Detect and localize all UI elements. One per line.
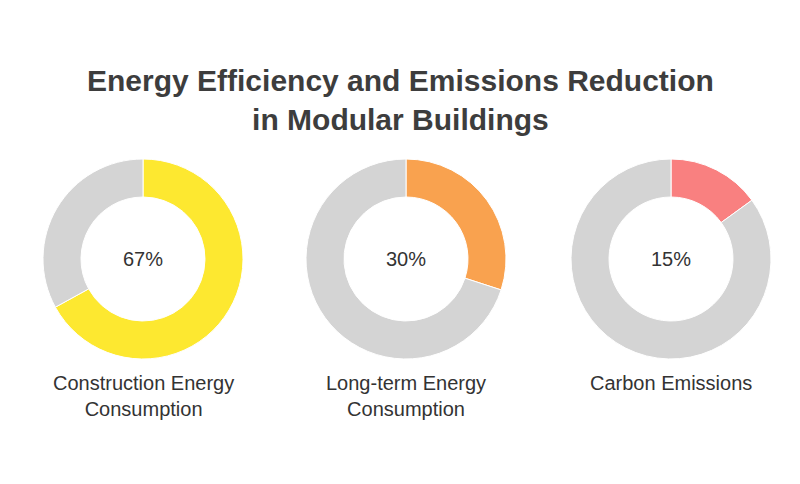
svg-text:67%: 67% [123,248,163,270]
svg-text:15%: 15% [651,248,691,270]
svg-text:30%: 30% [386,248,426,270]
svg-text:Carbon Emissions: Carbon Emissions [590,372,752,394]
svg-text:Long-term EnergyConsumption: Long-term EnergyConsumption [326,372,486,420]
svg-text:Construction EnergyConsumption: Construction EnergyConsumption [53,372,234,420]
svg-text:Energy Efficiency and Emission: Energy Efficiency and Emissions Reductio… [87,64,714,136]
